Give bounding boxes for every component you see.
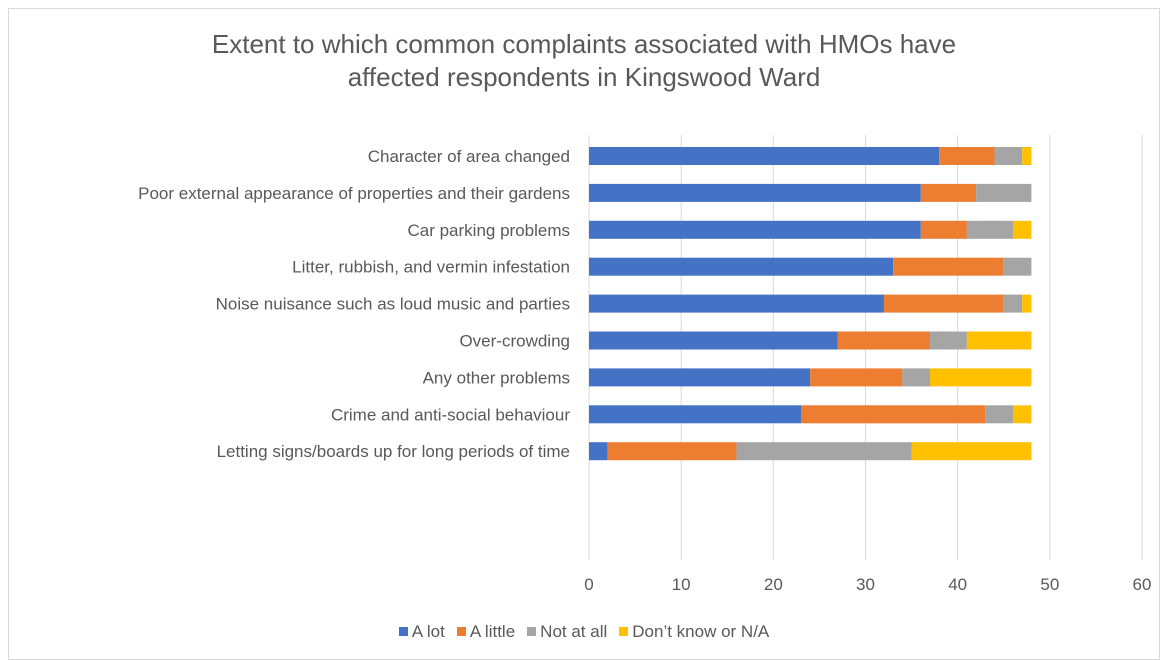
bar-segment [939, 147, 995, 165]
x-axis-ticks: 0 10 20 30 40 50 60 [584, 575, 1151, 594]
bar-layer [589, 147, 1032, 461]
bar-segment [893, 257, 1004, 276]
bar-segment [994, 147, 1023, 165]
bar-segment [1012, 405, 1032, 424]
legend-label: Not at all [540, 622, 608, 641]
legend-item: A lot [398, 622, 445, 642]
category-label: Car parking problems [407, 221, 570, 240]
x-tick-label: 20 [764, 575, 783, 594]
bar-segment [976, 183, 1032, 202]
bar-segment [1022, 147, 1032, 165]
x-tick-label: 10 [672, 575, 691, 594]
category-label: Character of area changed [368, 147, 570, 166]
bar-segment [1022, 294, 1032, 313]
bar-segment [589, 405, 801, 424]
bar-segment [589, 331, 838, 350]
bar-segment [1003, 294, 1023, 313]
legend-swatch [398, 627, 408, 636]
bar-segment [607, 442, 737, 461]
legend-label: A little [469, 622, 516, 641]
legend-item: Not at all [527, 622, 607, 642]
bar-segment [985, 405, 1013, 424]
bar-segment [930, 368, 1032, 387]
category-label: Noise nuisance such as loud music and pa… [216, 295, 570, 314]
bar-segment [589, 220, 921, 239]
legend: A lot A little Not at all Don’t know or N/A [0, 622, 1168, 642]
bar-segment [966, 331, 1032, 350]
chart-title: Extent to which common complaints associ… [0, 28, 1168, 94]
legend-label: Don’t know or N/A [632, 622, 770, 641]
chart-title-line-2: affected respondents in Kingswood Ward [347, 62, 821, 92]
category-label: Litter, rubbish, and vermin infestation [292, 258, 570, 277]
bar-segment [589, 257, 894, 276]
bar-segment [1012, 220, 1032, 239]
bar-segment [800, 405, 986, 424]
category-label: Over-crowding [459, 332, 570, 351]
bar-segment [810, 368, 903, 387]
category-label: Crime and anti-social behaviour [331, 405, 570, 424]
bar-segment [883, 294, 1004, 313]
legend-label: A lot [411, 622, 445, 641]
bar-segment [589, 442, 608, 461]
category-label: Poor external appearance of properties a… [138, 184, 570, 203]
bar-segment [589, 368, 811, 387]
legend-item: A little [456, 622, 516, 642]
x-tick-label: 30 [856, 575, 875, 594]
bar-segment [589, 147, 940, 165]
category-label: Any other problems [423, 368, 570, 387]
legend-item: Don’t know or N/A [619, 622, 769, 642]
bar-segment [589, 294, 884, 313]
category-labels: Character of area changed Poor external a… [138, 147, 570, 461]
bar-segment [911, 442, 1032, 461]
x-tick-label: 40 [948, 575, 967, 594]
bar-segment [589, 183, 921, 202]
chart-title-line-1: Extent to which common complaints associ… [211, 29, 957, 59]
x-tick-label: 50 [1040, 575, 1059, 594]
legend-swatch [527, 627, 537, 636]
bar-segment [930, 331, 967, 350]
bar-segment [1003, 257, 1032, 276]
legend-swatch [619, 627, 629, 636]
bar-segment [966, 220, 1013, 239]
bar-segment [920, 220, 967, 239]
bar-segment [902, 368, 931, 387]
bar-segment [736, 442, 912, 461]
bar-segment [837, 331, 931, 350]
x-tick-label: 60 [1133, 575, 1152, 594]
x-tick-label: 0 [584, 575, 593, 594]
bar-segment [920, 183, 977, 202]
category-label: Letting signs/boards up for long periods… [217, 442, 570, 461]
legend-swatch [456, 627, 466, 636]
